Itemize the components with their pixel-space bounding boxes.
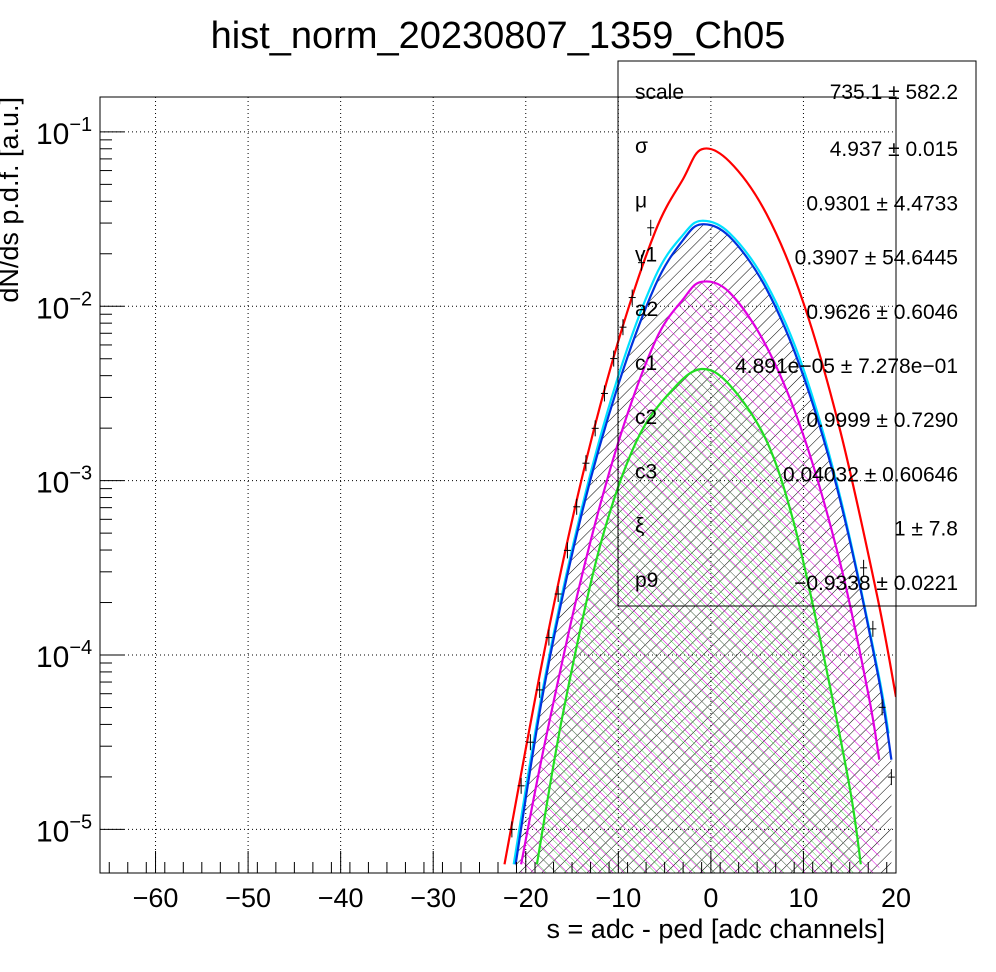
x-tick-label: −10 [595, 883, 641, 913]
y-axis-label: dN/ds p.d.f. [a.u.] [0, 97, 24, 303]
data-point [878, 699, 886, 716]
fill-areas [515, 224, 892, 873]
y-axis-ticks: 10−1 10−2 10−3 10−4 10−5 [36, 114, 124, 848]
data-point [582, 455, 590, 472]
x-axis-label: s = adc - ped [adc channels] [547, 914, 885, 944]
stats-param-value: −0.9338 ± 0.0221 [794, 572, 958, 595]
stats-param-name: p9 [635, 569, 658, 592]
stats-param-value: 0.04032 ± 0.60646 [783, 463, 958, 486]
stats-param-value: 0.9301 ± 4.4733 [806, 192, 958, 215]
data-point [869, 620, 877, 637]
y-tick-label: 10−4 [36, 637, 92, 674]
stats-param-name: a2 [635, 298, 658, 321]
y-tick-label: 10−2 [36, 288, 92, 325]
stats-param-value: 4.891e−05 ± 7.278e−01 [735, 355, 958, 378]
data-point [619, 319, 627, 336]
data-point [563, 542, 571, 559]
data-point [573, 498, 581, 515]
y-tick-label: 10−3 [36, 463, 92, 500]
stats-box: scale 735.1 ± 582.2 σ 4.937 ± 0.015 μ 0.9301 … [617, 60, 977, 607]
x-axis-ticks: −60 −50 −40 −30 −20 −10 0 10 20 [108, 851, 911, 913]
fit-curves [503, 147, 896, 865]
x-tick-label: −40 [318, 883, 364, 913]
data-point [637, 254, 645, 271]
data-point [545, 629, 553, 646]
data-point [526, 734, 534, 751]
stats-param-value: 0.3907 ± 54.6445 [795, 247, 958, 270]
stats-param-name: c3 [635, 460, 657, 483]
data-point [536, 681, 544, 698]
series-2-line [514, 223, 893, 865]
stats-box-frame [617, 60, 977, 607]
data-point [591, 420, 599, 437]
data-point [887, 769, 895, 786]
stats-param-name: v1 [635, 244, 657, 267]
data-point [647, 219, 655, 236]
data-point [628, 289, 636, 306]
data-point [860, 559, 868, 576]
data-point [517, 777, 525, 794]
series-4-line [535, 367, 862, 865]
stats-param-value: 0.9626 ± 0.6046 [806, 301, 958, 324]
x-tick-label: −60 [133, 883, 179, 913]
x-tick-label: −50 [225, 883, 271, 913]
stats-param-name: scale [635, 81, 684, 104]
data-point [600, 385, 608, 402]
stats-param-name: c1 [635, 352, 657, 375]
y-tick-label: 10−1 [36, 114, 92, 151]
stats-param-name: c2 [635, 406, 657, 429]
x-tick-label: −20 [503, 883, 549, 913]
stats-param-name: μ [635, 189, 647, 212]
series-3-line [520, 280, 881, 865]
data-point [508, 821, 516, 838]
y-tick-label: 10−5 [36, 811, 92, 848]
stats-param-name: σ [635, 135, 648, 158]
x-tick-label: 0 [703, 883, 718, 913]
data-point [610, 350, 618, 367]
x-tick-label: 20 [881, 883, 911, 913]
stats-param-value: 1 ± 7.8 [894, 518, 958, 541]
stats-param-name: ξ [635, 515, 644, 538]
x-tick-label: −30 [410, 883, 456, 913]
stats-param-value: 735.1 ± 582.2 [830, 81, 958, 104]
chart-title: hist_norm_20230807_1359_Ch05 [211, 15, 786, 57]
stats-param-value: 0.9999 ± 0.7290 [806, 409, 958, 432]
data-points [508, 219, 895, 838]
stats-param-value: 4.937 ± 0.015 [830, 138, 958, 161]
series-0-line [503, 147, 896, 865]
data-point [554, 585, 562, 602]
x-tick-label: 10 [788, 883, 818, 913]
